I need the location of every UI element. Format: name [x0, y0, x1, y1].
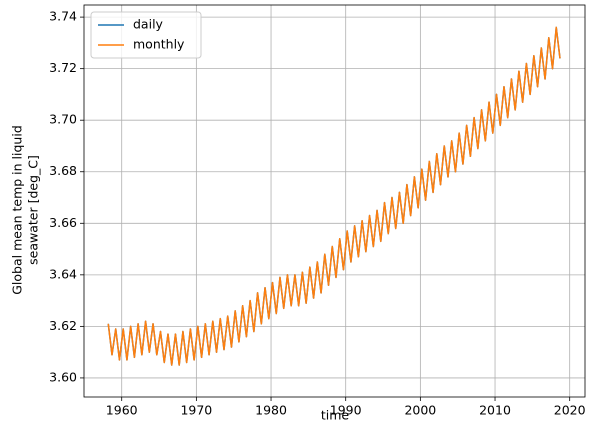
x-tick-label: 1990 [330, 403, 362, 418]
x-axis-label: time [321, 408, 350, 423]
y-axis-label: Global mean temp in liquid [10, 125, 25, 295]
x-tick-label: 1980 [255, 403, 287, 418]
plot-frame [83, 4, 586, 398]
y-axis-label: seawater [deg_C] [26, 155, 41, 265]
y-tick-label: 3.70 [49, 112, 77, 127]
legend-label: monthly [133, 37, 185, 52]
y-tick-label: 3.68 [49, 163, 77, 178]
y-tick-label: 3.64 [49, 266, 77, 281]
x-tick-label: 2000 [404, 403, 436, 418]
legend-label: daily [133, 17, 164, 32]
line [107, 26, 561, 366]
x-tick-label: 2020 [554, 403, 586, 418]
y-tick-label: 3.66 [49, 215, 77, 230]
y-tick-label: 3.74 [49, 9, 77, 24]
x-tick-label: 1970 [180, 403, 212, 418]
x-tick-label: 2010 [479, 403, 511, 418]
y-tick-label: 3.72 [49, 60, 77, 75]
legend-box [90, 11, 202, 59]
y-tick-label: 3.60 [49, 369, 77, 384]
y-tick-label: 3.62 [49, 318, 77, 333]
x-tick-label: 1960 [106, 403, 138, 418]
line [107, 26, 561, 366]
